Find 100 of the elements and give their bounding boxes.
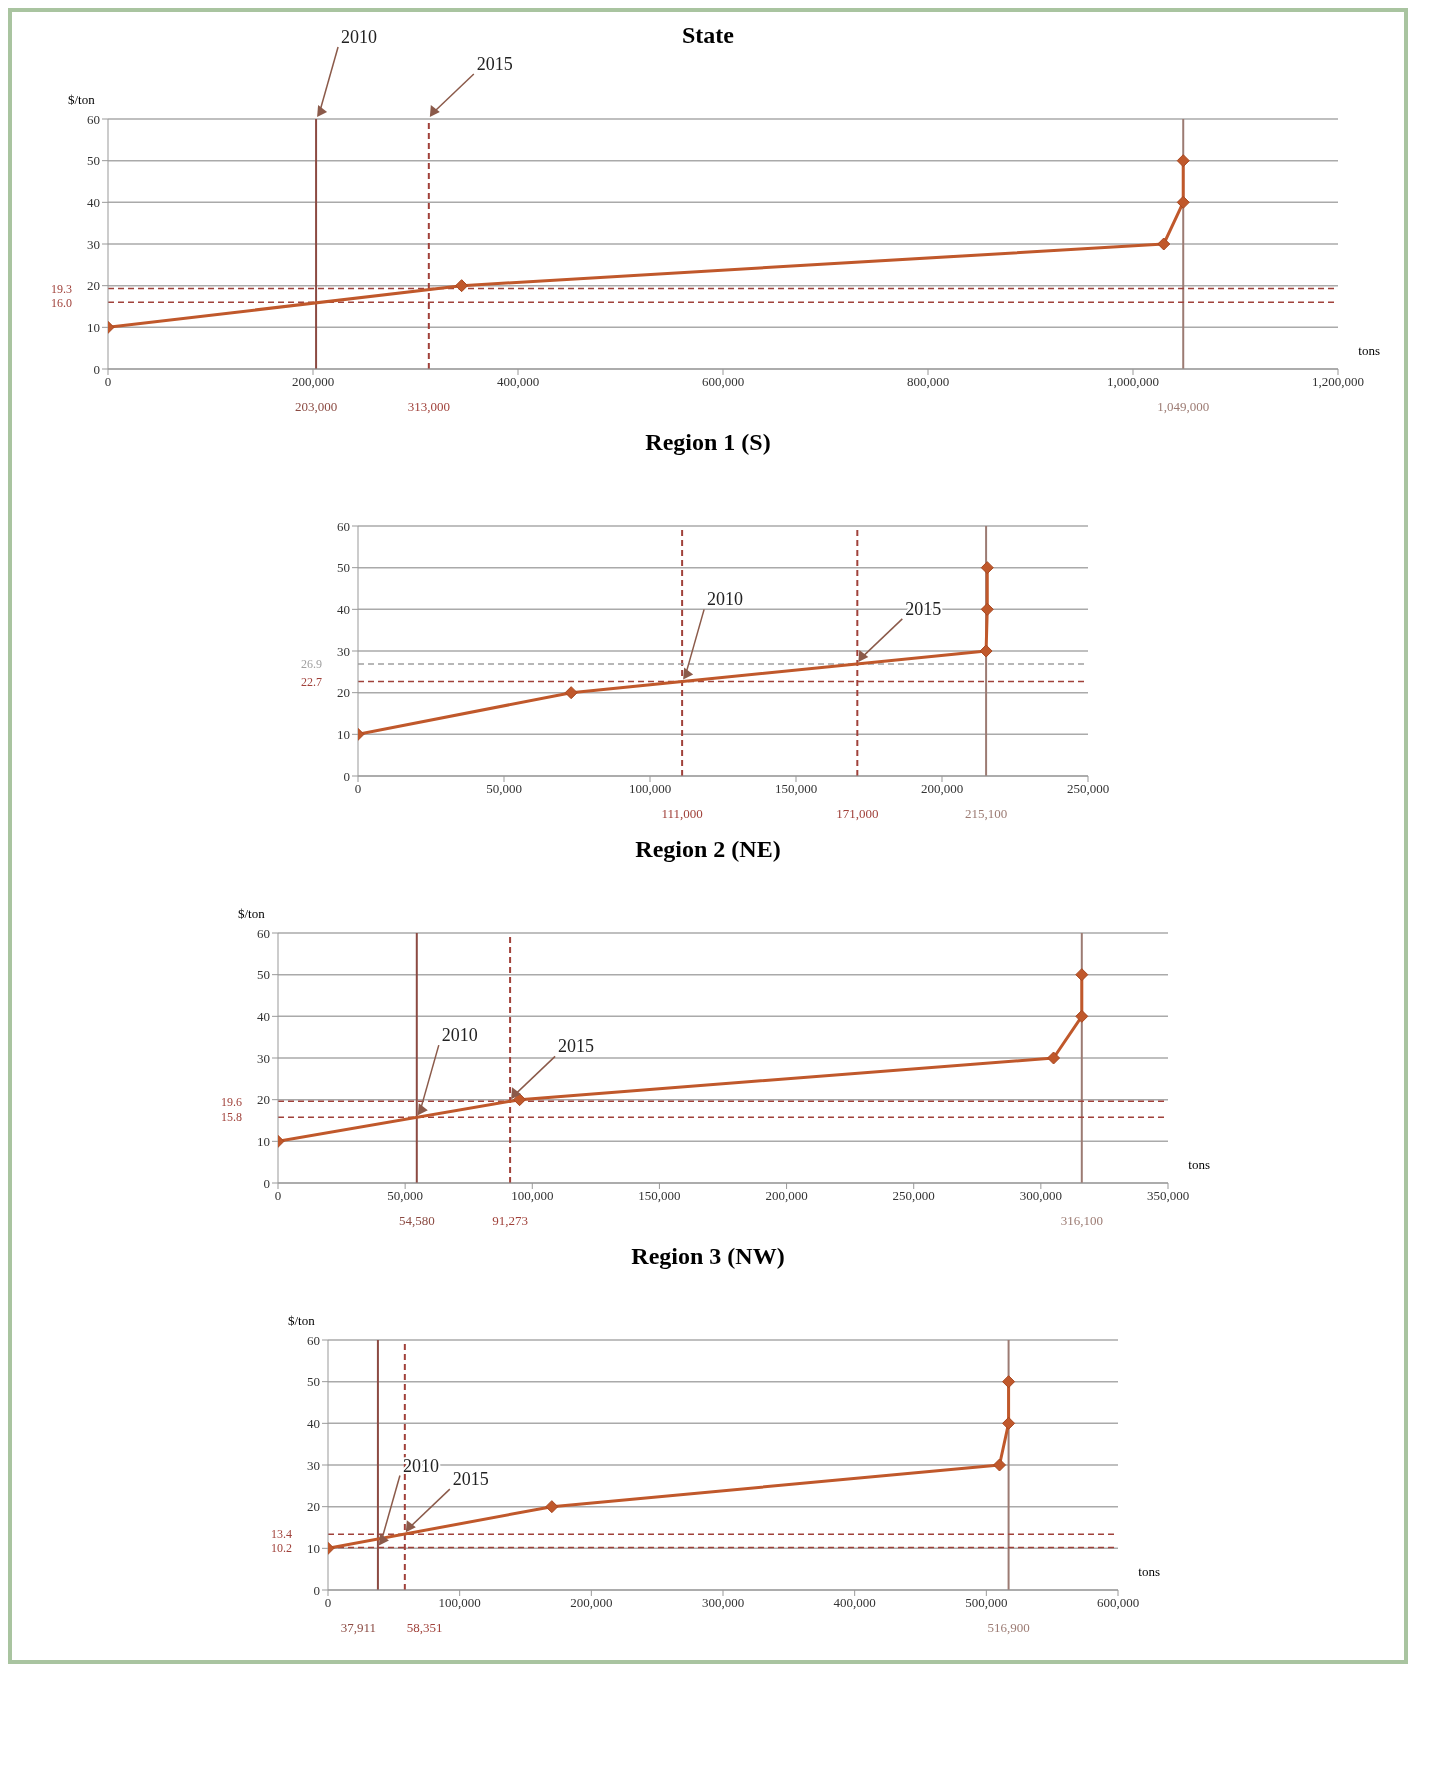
x-tick-label: 400,000 [496, 374, 540, 390]
x-tick-label: 0 [324, 1595, 332, 1611]
point [980, 602, 994, 616]
ref-line-label: 19.6 [221, 1094, 242, 1109]
ref-line-label: 13.4 [271, 1527, 292, 1542]
x-axis-title: tons [1138, 1564, 1160, 1580]
x-tick-label: 350,000 [1146, 1188, 1190, 1204]
x-tick-label: 200,000 [765, 1188, 808, 1204]
y-tick-label: 30 [257, 1050, 270, 1066]
point [979, 644, 993, 658]
ref-line-label: 15.8 [221, 1110, 242, 1125]
x-tick-label: 0 [274, 1188, 282, 1204]
point [1002, 1416, 1016, 1430]
ref-line-label: 171,000 [836, 806, 879, 821]
x-tick-label: 400,000 [833, 1595, 876, 1611]
y-tick-label: 30 [87, 236, 100, 252]
ref-line-label: 26.9 [301, 657, 322, 672]
x-tick-label: 150,000 [638, 1188, 681, 1204]
y-axis-title: $/ton [288, 1313, 315, 1329]
y-tick-label: 40 [307, 1415, 320, 1431]
y-tick-label: 60 [257, 925, 270, 941]
x-tick-label: 200,000 [920, 781, 964, 797]
point [1176, 195, 1190, 209]
ref-line-label: 37,911 [340, 1620, 376, 1635]
x-tick-label: 300,000 [1019, 1188, 1062, 1204]
ref-line-label: 58,351 [406, 1620, 443, 1635]
point [1157, 237, 1171, 251]
x-tick-label: 250,000 [1066, 781, 1110, 797]
y-tick-label: 0 [263, 1175, 270, 1191]
x-tick-label: 300,000 [701, 1595, 745, 1611]
ref-line-label: 16.0 [51, 295, 72, 310]
annotation: 2010 [402, 1455, 439, 1476]
y-tick-label: 10 [307, 1540, 320, 1556]
ref-line-label: 10.2 [271, 1540, 292, 1555]
y-tick-label: 40 [337, 601, 350, 617]
point [513, 1093, 527, 1107]
annotation: 2010 [341, 27, 378, 47]
ref-line-label: 111,000 [661, 806, 703, 821]
y-tick-label: 30 [307, 1457, 320, 1473]
point [1176, 154, 1190, 168]
x-axis-title: tons [1358, 343, 1380, 359]
ref-line-label: 1,049,000 [1157, 399, 1210, 414]
x-tick-label: 250,000 [892, 1188, 935, 1204]
y-tick-label: 40 [257, 1008, 270, 1024]
y-tick-label: 20 [337, 685, 350, 701]
point [1075, 1009, 1089, 1023]
y-tick-label: 0 [343, 768, 350, 784]
x-tick-label: 50,000 [387, 1188, 424, 1204]
ref-line-label: 313,000 [407, 399, 450, 414]
y-tick-label: 10 [257, 1133, 270, 1149]
y-tick-label: 60 [307, 1332, 320, 1348]
point [1047, 1051, 1061, 1065]
y-tick-label: 60 [337, 518, 350, 534]
x-tick-label: 100,000 [628, 781, 672, 797]
y-tick-label: 10 [87, 319, 100, 335]
y-tick-label: 50 [337, 560, 350, 576]
x-tick-label: 100,000 [511, 1188, 554, 1204]
x-tick-label: 200,000 [570, 1595, 613, 1611]
annotation: 2010 [441, 1025, 478, 1046]
ref-line-label: 22.7 [301, 674, 322, 689]
point [1075, 968, 1089, 982]
y-tick-label: 0 [313, 1582, 320, 1598]
y-tick-label: 30 [337, 643, 350, 659]
annotation: 2015 [558, 1036, 595, 1057]
y-axis-title: $/ton [68, 92, 95, 108]
x-tick-label: 0 [354, 781, 362, 797]
ref-line-label: 516,900 [987, 1620, 1030, 1635]
ref-line-label: 19.3 [51, 281, 72, 296]
point [455, 279, 469, 293]
ref-line-label: 54,580 [398, 1213, 435, 1228]
y-tick-label: 60 [87, 111, 100, 127]
x-tick-label: 150,000 [774, 781, 818, 797]
ref-line-label: 215,100 [964, 806, 1008, 821]
point [993, 1458, 1006, 1472]
y-tick-label: 50 [257, 967, 270, 983]
y-tick-label: 0 [93, 361, 100, 377]
x-tick-label: 200,000 [291, 374, 335, 390]
y-tick-label: 20 [87, 278, 100, 294]
y-tick-label: 50 [307, 1374, 320, 1390]
x-tick-label: 600,000 [701, 374, 745, 390]
annotation: 2015 [452, 1469, 489, 1490]
ref-line-label: 316,100 [1060, 1213, 1103, 1228]
y-tick-label: 50 [87, 153, 100, 169]
annotation: 2015 [905, 598, 942, 619]
annotation: 2015 [476, 54, 513, 74]
x-tick-label: 0 [104, 374, 112, 390]
y-tick-label: 10 [337, 726, 350, 742]
chart-title: Region 3 (NW) [630, 1243, 786, 1270]
x-tick-label: 50,000 [486, 781, 522, 797]
x-tick-label: 1,200,000 [1312, 374, 1364, 390]
chart-title: Region 1 (S) [644, 429, 772, 456]
x-tick-label: 100,000 [438, 1595, 481, 1611]
ref-line-label: 203,000 [294, 399, 338, 414]
x-tick-label: 500,000 [965, 1595, 1008, 1611]
y-tick-label: 40 [87, 194, 100, 210]
x-axis-title: tons [1188, 1157, 1210, 1173]
chart-title: Region 2 (NE) [634, 836, 782, 863]
point [980, 561, 994, 575]
x-tick-label: 800,000 [906, 374, 950, 390]
y-tick-label: 20 [257, 1092, 270, 1108]
